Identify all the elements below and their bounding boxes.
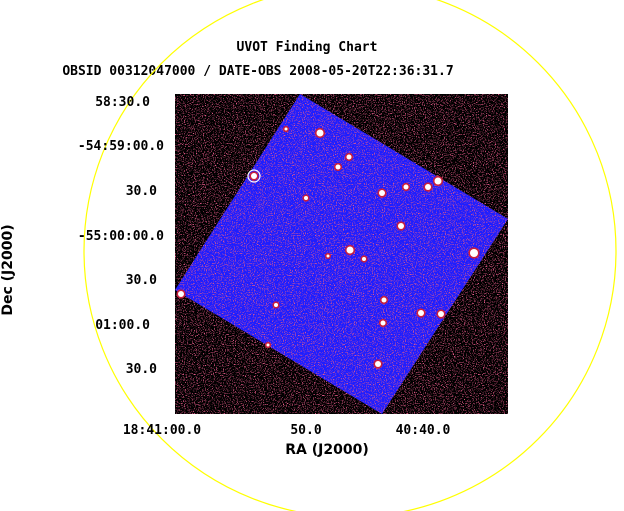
source-point	[403, 184, 409, 190]
y-axis-label: Dec (J2000)	[0, 224, 16, 315]
target-marker	[247, 169, 261, 183]
image-layer	[175, 94, 508, 414]
x-axis-label: RA (J2000)	[285, 442, 368, 458]
source-point	[418, 310, 424, 316]
source-point	[304, 196, 308, 200]
chart-title: UVOT Finding Chart	[237, 40, 378, 55]
y-tick-label: -55:00:00.0	[78, 229, 164, 244]
y-tick-label: 58:30.0	[95, 95, 150, 110]
source-point	[178, 291, 184, 297]
source-point	[381, 297, 387, 303]
source-point	[335, 164, 341, 170]
y-tick-label: 01:00.0	[95, 318, 150, 333]
y-tick-label: 30.0	[126, 362, 157, 377]
source-point	[398, 223, 404, 229]
y-tick-label: 30.0	[126, 273, 157, 288]
source-point	[251, 173, 257, 179]
source-point	[284, 127, 288, 131]
source-point	[425, 184, 431, 190]
source-point	[346, 246, 354, 254]
source-point	[375, 361, 381, 367]
source-point	[346, 154, 352, 160]
uvot-image-noise	[175, 94, 508, 414]
source-point	[274, 303, 278, 307]
source-point	[362, 257, 366, 261]
source-point	[438, 311, 444, 317]
x-tick-label: 40:40.0	[396, 423, 451, 438]
chart-subtitle: OBSID 00312047000 / DATE-OBS 2008-05-20T…	[62, 64, 453, 79]
source-point	[434, 177, 442, 185]
source-point	[379, 190, 385, 196]
source-point	[316, 129, 324, 137]
source-point	[326, 254, 330, 258]
y-tick-label: -54:59:00.0	[78, 139, 164, 154]
y-tick-label: 30.0	[126, 184, 157, 199]
x-tick-label: 50.0	[290, 423, 321, 438]
source-point	[380, 320, 386, 326]
sources	[176, 125, 480, 369]
field-of-view-circle	[83, 0, 617, 511]
x-tick-label: 18:41:00.0	[123, 423, 201, 438]
source-point	[266, 343, 270, 347]
source-point	[470, 249, 478, 257]
